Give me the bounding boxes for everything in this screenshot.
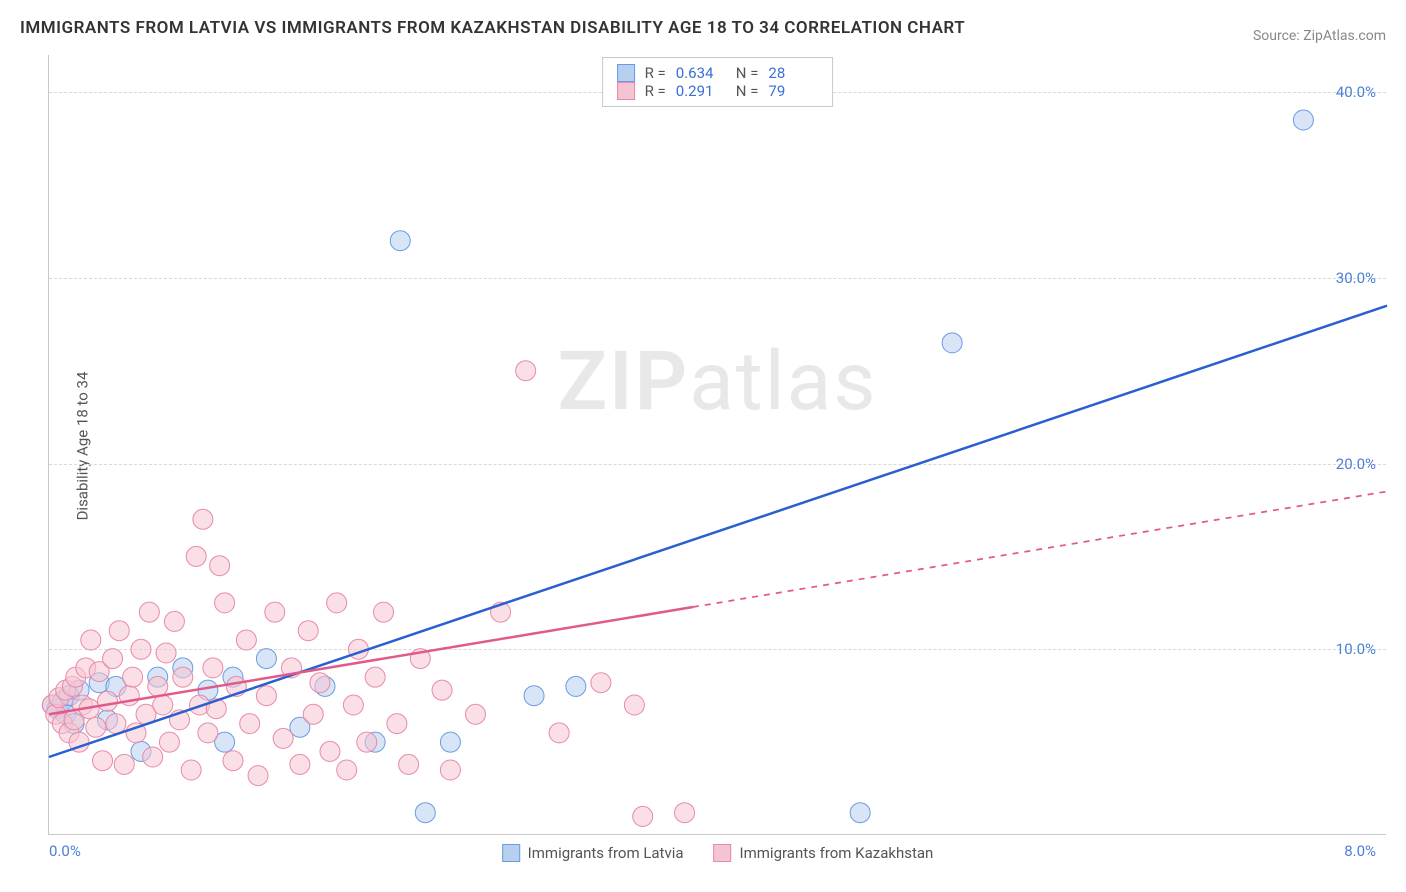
legend-bottom: Immigrants from Latvia Immigrants from Ka… — [502, 844, 934, 862]
scatter-point — [303, 704, 323, 724]
stats-legend: R = 0.634 N = 28 R = 0.291 N = 79 — [602, 57, 834, 107]
scatter-point — [186, 546, 206, 566]
scatter-point — [139, 602, 159, 622]
scatter-point — [390, 231, 410, 251]
scatter-point — [465, 704, 485, 724]
legend-swatch — [502, 844, 520, 862]
scatter-point — [624, 695, 644, 715]
trend-line — [49, 306, 1387, 757]
swatch-latvia — [617, 64, 635, 82]
scatter-point — [103, 649, 123, 669]
scatter-point — [290, 754, 310, 774]
scatter-point — [114, 754, 134, 774]
scatter-point — [516, 361, 536, 381]
scatter-point — [164, 611, 184, 631]
scatter-point — [210, 556, 230, 576]
legend-label: Immigrants from Latvia — [528, 844, 684, 862]
scatter-point — [240, 714, 260, 734]
n-label: N = — [736, 82, 759, 100]
scatter-point — [248, 766, 268, 786]
scatter-point — [256, 686, 276, 706]
scatter-point — [440, 760, 460, 780]
scatter-point — [148, 676, 168, 696]
scatter-point — [591, 673, 611, 693]
legend-swatch — [714, 844, 732, 862]
scatter-point — [1293, 110, 1313, 130]
trend-line — [49, 607, 693, 714]
r-label: R = — [645, 82, 666, 100]
scatter-point — [198, 723, 218, 743]
scatter-point — [256, 649, 276, 669]
r-value-latvia: 0.634 — [676, 64, 726, 82]
n-value-kazakhstan: 79 — [768, 82, 818, 100]
trend-line-extrapolated — [693, 491, 1387, 607]
scatter-point — [153, 695, 173, 715]
scatter-point — [131, 639, 151, 659]
source-label: Source: ZipAtlas.com — [1253, 28, 1386, 44]
scatter-point — [143, 747, 163, 767]
scatter-point — [357, 732, 377, 752]
n-label: N = — [736, 64, 759, 82]
legend-label: Immigrants from Kazakhstan — [740, 844, 934, 862]
scatter-point — [432, 680, 452, 700]
scatter-point — [173, 667, 193, 687]
scatter-point — [123, 667, 143, 687]
plot-area: ZIPatlas 10.0%20.0%30.0%40.0% R = 0.634 … — [48, 55, 1386, 835]
stats-row-latvia: R = 0.634 N = 28 — [617, 64, 819, 82]
scatter-point — [159, 732, 179, 752]
scatter-point — [440, 732, 460, 752]
scatter-point — [265, 602, 285, 622]
scatter-point — [320, 741, 340, 761]
scatter-point — [215, 593, 235, 613]
r-value-kazakhstan: 0.291 — [676, 82, 726, 100]
scatter-point — [850, 803, 870, 823]
r-label: R = — [645, 64, 666, 82]
scatter-point — [549, 723, 569, 743]
scatter-point — [109, 621, 129, 641]
scatter-point — [566, 676, 586, 696]
scatter-point — [273, 728, 293, 748]
legend-item: Immigrants from Kazakhstan — [714, 844, 934, 862]
scatter-point — [86, 717, 106, 737]
scatter-point — [337, 760, 357, 780]
scatter-point — [98, 691, 118, 711]
scatter-point — [181, 760, 201, 780]
scatter-point — [675, 803, 695, 823]
scatter-point — [343, 695, 363, 715]
n-value-latvia: 28 — [768, 64, 818, 82]
scatter-point — [310, 673, 330, 693]
x-tick-max: 8.0% — [1344, 842, 1376, 860]
x-tick-min: 0.0% — [49, 842, 81, 860]
stats-row-kazakhstan: R = 0.291 N = 79 — [617, 82, 819, 100]
scatter-point — [156, 643, 176, 663]
scatter-point — [942, 333, 962, 353]
scatter-point — [633, 806, 653, 826]
scatter-svg — [49, 55, 1386, 834]
scatter-point — [93, 751, 113, 771]
chart-title: IMMIGRANTS FROM LATVIA VS IMMIGRANTS FRO… — [20, 18, 965, 38]
swatch-kazakhstan — [617, 82, 635, 100]
scatter-point — [298, 621, 318, 641]
scatter-point — [524, 686, 544, 706]
scatter-point — [106, 714, 126, 734]
scatter-point — [365, 667, 385, 687]
scatter-point — [203, 658, 223, 678]
legend-item: Immigrants from Latvia — [502, 844, 684, 862]
scatter-point — [236, 630, 256, 650]
scatter-point — [81, 630, 101, 650]
scatter-point — [193, 509, 213, 529]
scatter-point — [399, 754, 419, 774]
scatter-point — [415, 803, 435, 823]
scatter-point — [223, 751, 243, 771]
scatter-point — [387, 714, 407, 734]
scatter-point — [374, 602, 394, 622]
scatter-point — [327, 593, 347, 613]
